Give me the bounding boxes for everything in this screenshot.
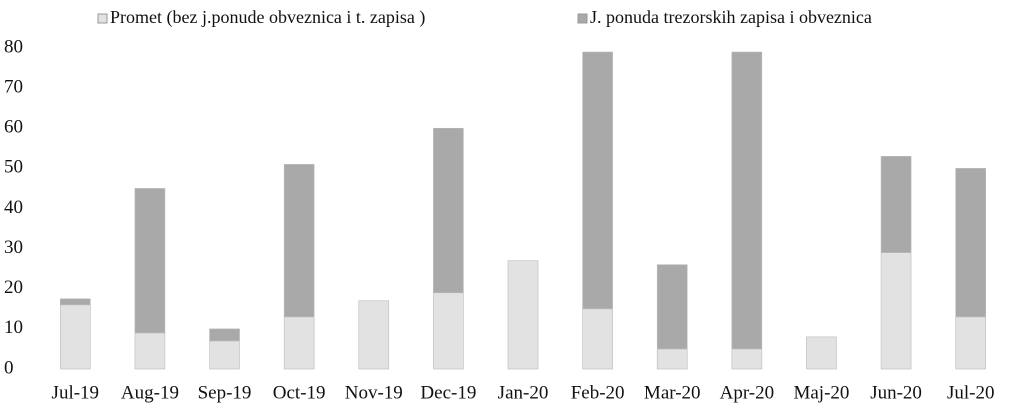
bar-segment — [731, 348, 763, 370]
bar-segment — [955, 168, 986, 318]
bar-segment — [656, 348, 688, 370]
x-tick-label: Feb-20 — [571, 382, 625, 403]
legend-label: J. ponuda trezorskih zapisa i obveznica — [590, 7, 872, 27]
bar-segment — [60, 304, 91, 370]
bar-segment — [582, 308, 613, 370]
x-tick-label: Oct-19 — [273, 382, 326, 403]
bar-segment — [134, 188, 166, 334]
bar-segment — [209, 340, 240, 370]
bar-segment — [880, 252, 912, 370]
bar-segment — [209, 328, 240, 342]
y-tick-label: 50 — [4, 157, 23, 178]
x-tick-label: Jan-20 — [498, 382, 549, 403]
x-tick-label: Jul-19 — [52, 382, 100, 403]
y-tick-label: 70 — [4, 76, 23, 97]
legend-label: Promet (bez j.ponude obveznica i t. zapi… — [110, 7, 425, 28]
x-tick-label: Sep-19 — [198, 382, 252, 403]
legend-swatch — [97, 13, 108, 24]
x-tick-label: Jul-20 — [947, 382, 995, 403]
bar-segment — [134, 332, 166, 370]
legend-swatch — [577, 13, 588, 24]
bar-segment — [433, 292, 464, 370]
bar-segment — [433, 127, 464, 294]
bar-segment — [880, 156, 912, 253]
bar-segment — [955, 316, 986, 370]
bar-segment — [731, 51, 763, 350]
y-tick-label: 40 — [4, 197, 23, 218]
y-tick-label: 60 — [4, 117, 23, 138]
bar-segment — [283, 316, 315, 370]
y-tick-label: 20 — [4, 277, 23, 298]
bar-segment — [358, 300, 390, 370]
bar-segment — [60, 298, 91, 306]
x-tick-label: Maj-20 — [793, 382, 849, 403]
bar-segment — [507, 260, 539, 370]
bar-segment — [283, 164, 315, 318]
y-tick-label: 10 — [4, 317, 23, 338]
y-tick-label: 0 — [4, 357, 14, 378]
x-tick-label: Aug-19 — [121, 382, 179, 403]
x-tick-label: Apr-20 — [720, 382, 775, 403]
bar-segment — [582, 51, 613, 310]
y-tick-label: 80 — [4, 36, 23, 57]
x-tick-label: Dec-19 — [420, 382, 476, 403]
x-tick-label: Jun-20 — [870, 382, 922, 403]
x-tick-label: Mar-20 — [644, 382, 701, 403]
bar-segment — [656, 264, 688, 350]
y-tick-label: 30 — [4, 237, 23, 258]
x-tick-label: Nov-19 — [345, 382, 403, 403]
bar-segment — [806, 336, 837, 370]
